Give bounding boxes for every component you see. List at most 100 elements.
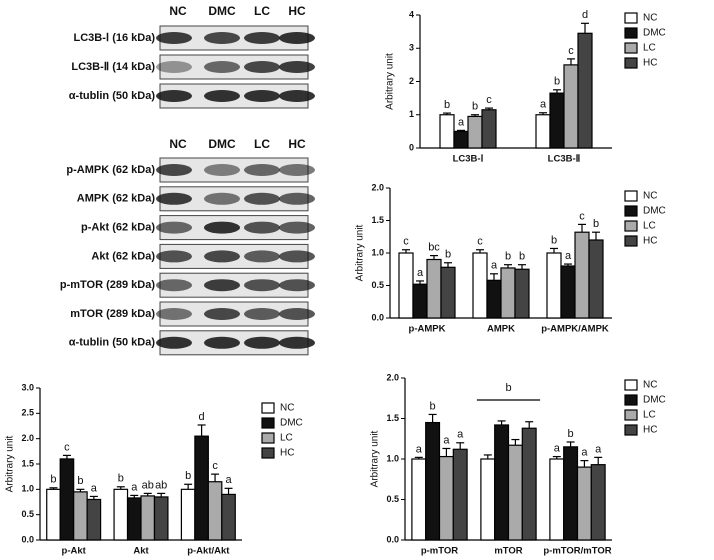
bar	[535, 114, 551, 149]
bar	[221, 493, 236, 541]
legend-label: DMC	[643, 395, 666, 406]
bar	[113, 488, 129, 541]
y-tick-label: 1	[409, 109, 414, 119]
y-tick-label: 1.0	[386, 453, 399, 463]
lane-label: LC	[254, 137, 270, 151]
blot-label: p-AMPK (62 kDa)	[66, 164, 155, 176]
y-tick-label: 2.0	[21, 433, 34, 443]
error-bar	[483, 454, 492, 459]
blot-band	[244, 221, 280, 234]
significance-letter: a	[416, 443, 423, 455]
error-bar	[457, 129, 465, 132]
error-bar	[62, 454, 71, 459]
bar	[452, 448, 468, 541]
significance-letter: b	[445, 249, 451, 261]
y-tick-label: 1.0	[21, 484, 34, 494]
blot-band	[204, 164, 240, 176]
bar	[411, 458, 427, 541]
legend-swatch	[261, 417, 275, 429]
significance-letter: a	[581, 447, 588, 459]
error-bar	[443, 112, 451, 115]
lane-label: NC	[169, 4, 187, 18]
significance-letter: c	[477, 236, 483, 248]
y-tick-label: 0.5	[386, 494, 399, 504]
significance-letter: ab	[155, 479, 167, 491]
bar	[486, 279, 502, 319]
x-tick-label: p-mTOR	[421, 546, 458, 557]
bar	[577, 32, 593, 149]
legend-swatch	[624, 57, 638, 69]
significance-letter: b	[430, 400, 436, 412]
blot-band	[279, 279, 315, 292]
significance-letter: d	[199, 411, 205, 423]
x-tick-label: AMPK	[487, 324, 515, 335]
blot-band	[204, 221, 240, 234]
error-bar	[89, 495, 98, 500]
y-tick-label: 0.0	[371, 312, 384, 322]
error-bar	[518, 264, 526, 270]
blot-band	[156, 164, 192, 176]
x-tick-label: p-Akt/Akt	[187, 546, 230, 557]
error-bar	[428, 413, 437, 423]
blot-band	[279, 336, 315, 349]
blot-band	[156, 308, 192, 320]
legend-label: NC	[280, 403, 294, 414]
y-tick-label: 2	[409, 76, 414, 86]
blot-band	[204, 32, 240, 44]
error-bar	[456, 442, 465, 450]
error-bar	[130, 494, 139, 498]
significance-letter: ab	[142, 479, 154, 491]
bar	[467, 115, 483, 149]
bar	[194, 435, 209, 541]
bar	[590, 464, 606, 541]
error-bar	[76, 488, 85, 492]
blot-band	[279, 90, 315, 102]
x-tick-label: Akt	[133, 546, 149, 557]
blot-label: α-tublin (50 kDa)	[69, 337, 156, 349]
legend-swatch	[624, 235, 638, 247]
significance-letter: d	[582, 9, 588, 21]
legend-label: HC	[280, 448, 294, 459]
legend-label: DMC	[643, 28, 666, 39]
bar	[507, 444, 523, 541]
error-bar	[184, 483, 193, 490]
legend-swatch	[624, 409, 638, 421]
legend-swatch	[261, 402, 275, 414]
legend-label: HC	[643, 58, 657, 69]
significance-letter: a	[91, 482, 98, 494]
error-bar	[504, 264, 512, 268]
error-bar	[581, 22, 589, 34]
y-tick-label: 2.0	[371, 182, 384, 192]
significance-letter: a	[457, 429, 464, 441]
y-tick-label: 2.5	[21, 408, 34, 418]
lane-label: NC	[169, 137, 187, 151]
blot-label: AMPK (62 kDa)	[77, 193, 156, 205]
error-bar	[211, 473, 220, 482]
bar	[180, 488, 196, 541]
bar	[73, 491, 88, 541]
error-bar	[497, 420, 506, 425]
bar	[46, 488, 61, 541]
bar	[563, 64, 579, 149]
blot-band	[244, 192, 280, 205]
significance-letter: bc	[428, 242, 440, 254]
blot-band	[244, 90, 280, 102]
blot-band	[279, 221, 315, 234]
significance-letter: b	[554, 76, 560, 88]
x-tick-label: LC3B-Ⅰ	[453, 154, 484, 165]
significance-letter: b	[519, 251, 525, 263]
significance-letter: a	[554, 442, 561, 454]
error-bar	[511, 438, 520, 446]
error-bar	[430, 255, 438, 260]
y-tick-label: 1.0	[371, 247, 384, 257]
significance-letter: a	[565, 250, 572, 262]
group-letter: b	[505, 382, 511, 394]
bar	[426, 258, 442, 319]
blot-band	[156, 90, 192, 102]
significance-letter: a	[595, 443, 602, 455]
error-bar	[414, 456, 423, 459]
error-bar	[564, 263, 572, 266]
legend-label: NC	[643, 191, 657, 202]
bar	[126, 497, 142, 541]
error-bar	[197, 424, 206, 437]
